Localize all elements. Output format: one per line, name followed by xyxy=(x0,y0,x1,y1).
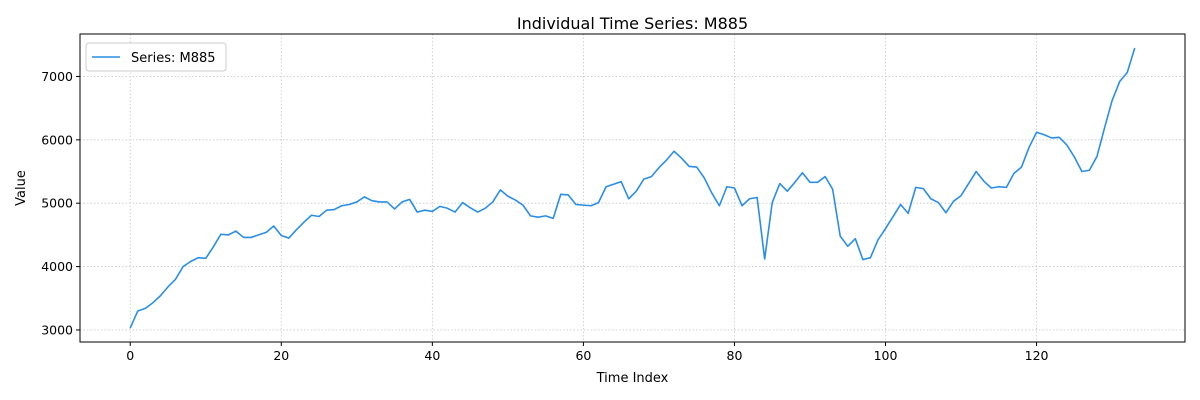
x-tick-label: 100 xyxy=(874,348,898,363)
y-tick-label: 6000 xyxy=(41,132,73,147)
tick-layer: 0 20 40 60 80 100 120 3000 4000 5000 6000 7000 xyxy=(41,69,1048,363)
y-tick-label: 7000 xyxy=(41,69,73,84)
plot-frame xyxy=(79,33,1186,343)
x-tick-label: 120 xyxy=(1025,348,1049,363)
x-tick-label: 20 xyxy=(273,348,289,363)
legend-box xyxy=(85,42,227,72)
chart-title: Individual Time Series: M885 xyxy=(517,14,748,33)
legend-label: Series: M885 xyxy=(131,51,216,66)
legend: Series: M885 xyxy=(85,42,227,72)
x-axis-label: Time Index xyxy=(596,371,669,386)
y-tick-label: 3000 xyxy=(41,322,73,337)
y-tick-label: 5000 xyxy=(41,196,73,211)
y-tick-label: 4000 xyxy=(41,259,73,274)
y-axis-label: Value xyxy=(14,170,29,206)
x-tick-label: 60 xyxy=(575,348,591,363)
x-tick-label: 40 xyxy=(424,348,440,363)
grid-layer xyxy=(80,34,1185,342)
x-tick-label: 80 xyxy=(727,348,743,363)
x-tick-label: 0 xyxy=(126,348,134,363)
series-line xyxy=(129,47,1136,329)
series-layer xyxy=(129,47,1136,329)
